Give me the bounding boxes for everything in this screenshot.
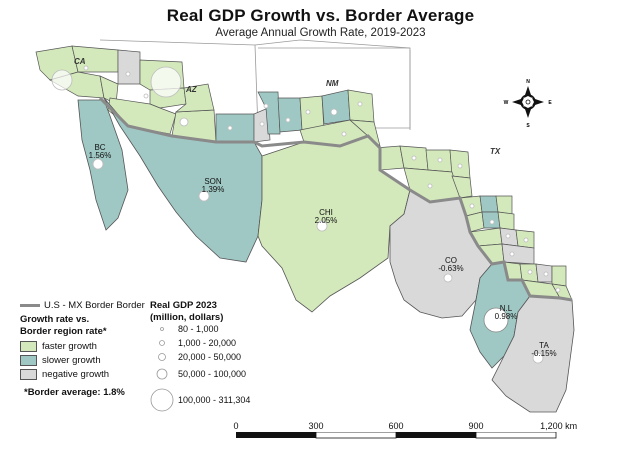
label-chi-code: CHI	[319, 208, 333, 217]
state-tamaulipas	[491, 295, 575, 413]
label-ta-code: TA	[539, 341, 549, 350]
label-bc-value: 1.56%	[89, 151, 112, 160]
label-ta-value: -0.15%	[531, 349, 556, 358]
faster-swatch	[20, 341, 37, 352]
us-state-outlines	[99, 39, 411, 131]
gdp-legend-header-2: (million, dollars)	[150, 312, 224, 323]
label-nl-code: N.L	[500, 304, 513, 313]
label-son-code: SON	[204, 177, 222, 186]
gdp-legend-header-1: Real GDP 2023	[150, 300, 217, 311]
scale-label-900: 900	[468, 421, 484, 431]
scale-label-0: 0	[233, 421, 239, 431]
compass-w: W	[504, 100, 509, 106]
map-title: Real GDP Growth vs. Border Average	[166, 6, 475, 25]
gdp-class-2: 1,000 - 20,000	[178, 338, 237, 348]
gdp-class-1: 80 - 1,000	[178, 324, 219, 334]
legend-growth-header-2: Border region rate*	[20, 326, 107, 337]
state-label-nm: NM	[326, 79, 339, 88]
negative-swatch	[20, 369, 37, 380]
legend-negative-label: negative growth	[42, 369, 110, 381]
map-subtitle: Average Annual Growth Rate, 2019-2023	[215, 27, 426, 39]
ca-county-4	[117, 49, 141, 85]
legend-border-label: U.S - MX Border Border	[44, 300, 145, 311]
compass-n: N	[526, 79, 530, 85]
california-counties	[35, 45, 141, 105]
label-bc-code: BC	[94, 143, 105, 152]
gdp-circles	[51, 65, 561, 364]
us-mx-border-line	[98, 96, 573, 302]
gdp-class-3: 20,000 - 50,000	[178, 352, 242, 362]
label-son-value: 1.39%	[202, 185, 225, 194]
gdp-class-5: 100,000 - 311,304	[178, 395, 251, 405]
legend-footnote: *Border average: 1.8%	[24, 387, 125, 398]
scale-label-1200: 1,200 km	[540, 421, 578, 431]
legend-growth-header-1: Growth rate vs.	[20, 314, 90, 325]
label-co-value: -0.63%	[438, 264, 463, 273]
legend-item-faster: faster growth	[20, 341, 97, 352]
us-state-labels: CA AZ NM TX	[74, 57, 501, 156]
border-line-swatch	[20, 303, 40, 307]
compass-rose-icon: N S E W	[504, 79, 553, 129]
state-label-az: AZ	[185, 85, 198, 94]
scale-label-300: 300	[308, 421, 324, 431]
state-label-tx: TX	[490, 147, 501, 156]
legend-item-slower: slower growth	[20, 355, 101, 366]
slower-swatch	[20, 355, 37, 366]
scale-bar-graphic	[236, 432, 557, 439]
mexico-states	[77, 97, 575, 413]
legend-item-negative: negative growth	[20, 369, 109, 380]
compass-s: S	[526, 123, 530, 129]
mx-state-labels: BC 1.56% SON 1.39% CHI 2.05% CO -0.63% N…	[89, 143, 557, 358]
label-co-code: CO	[445, 256, 457, 265]
compass-e: E	[548, 100, 552, 106]
gdp-class-4: 50,000 - 100,000	[178, 369, 247, 379]
scale-label-600: 600	[388, 421, 404, 431]
label-nl-value: 0.98%	[495, 312, 518, 321]
legend-slower-label: slower growth	[42, 355, 101, 367]
label-chi-value: 2.05%	[315, 216, 338, 225]
legend-faster-label: faster growth	[42, 341, 97, 353]
legend-border-row: U.S - MX Border Border	[20, 300, 145, 311]
state-label-ca: CA	[74, 57, 86, 66]
gdp-legend-circles	[150, 327, 174, 412]
